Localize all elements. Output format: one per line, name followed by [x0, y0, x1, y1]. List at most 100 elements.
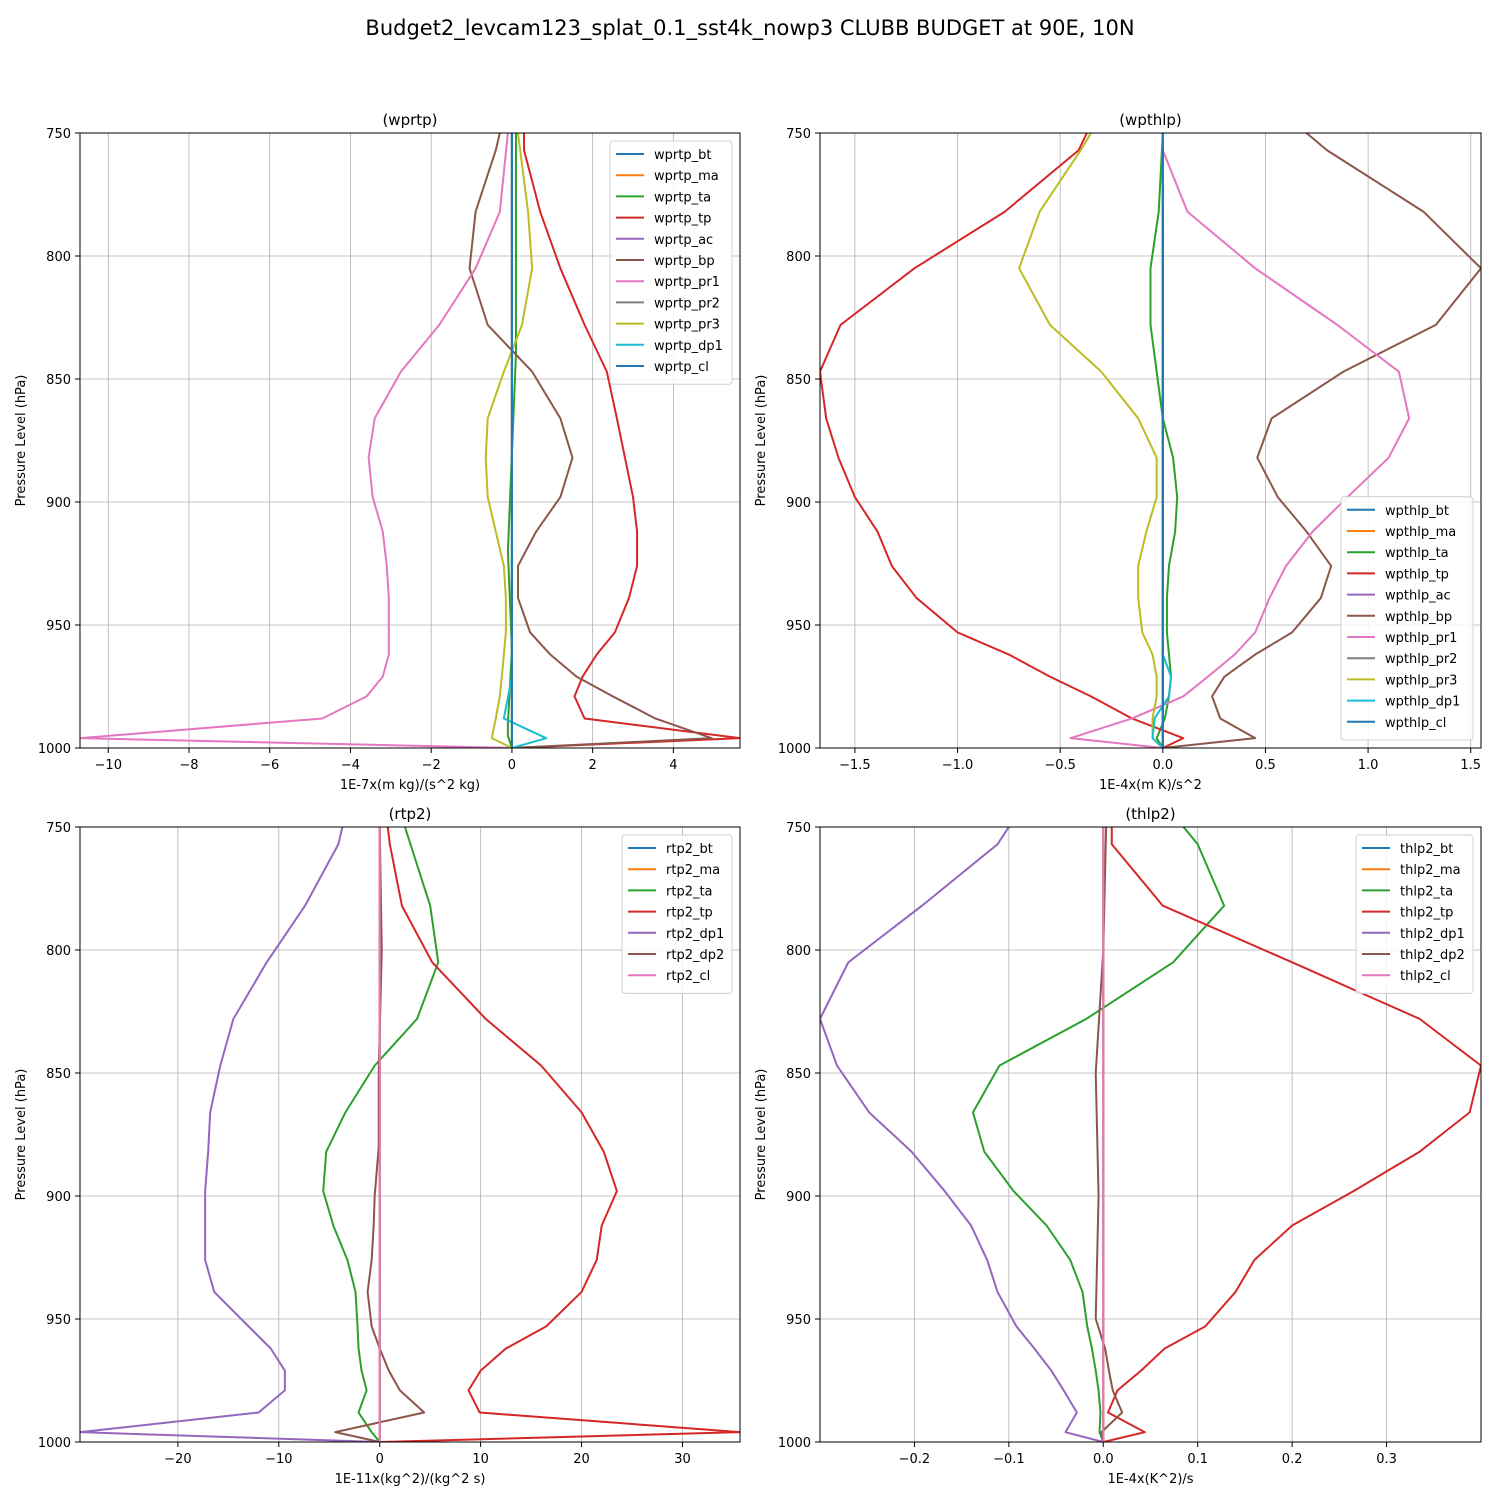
y-tick-label: 750: [786, 127, 811, 142]
x-tick-label: 0.1: [1187, 1452, 1208, 1467]
panel-title: (thlp2): [1125, 805, 1175, 823]
y-tick-label: 1000: [778, 1436, 811, 1451]
x-tick-label: −10: [95, 758, 122, 773]
legend: thlp2_bt thlp2_ma thlp2_ta thlp2_tp thlp2_dp…: [1355, 834, 1474, 994]
x-tick-label: 0: [508, 758, 516, 773]
y-tick-label: 950: [786, 619, 811, 634]
series-line-wprtp_dp1: [502, 133, 548, 748]
legend-entry: wpthlp_pr1: [1385, 631, 1457, 646]
x-tick-label: −1.0: [942, 758, 974, 773]
series-group: [80, 133, 740, 748]
y-axis-label: Pressure Level (hPa): [754, 1069, 769, 1201]
legend: wpthlp_bt wpthlp_ma wpthlp_ta wpthlp_tpwpth…: [1340, 496, 1474, 741]
x-tick-label: −0.1: [993, 1452, 1025, 1467]
legend-entry: thlp2_dp2: [1400, 948, 1465, 963]
x-tick-label: 0: [376, 1452, 384, 1467]
legend-entry: wprtp_pr2: [654, 296, 720, 311]
y-tick-label: 850: [786, 1067, 811, 1082]
legend-entry: wpthlp_bp: [1385, 610, 1452, 625]
series-group: [820, 133, 1481, 748]
y-tick-label: 900: [46, 496, 71, 511]
x-tick-label: 0.0: [1152, 758, 1173, 773]
y-tick-label: 750: [46, 127, 71, 142]
series-line-thlp2_dp2: [1094, 827, 1124, 1442]
series-line-thlp2_dp1: [820, 827, 1104, 1442]
x-axis-label: 1E-11x(kg^2)/(kg^2 s): [335, 1472, 486, 1487]
x-tick-label: 0.3: [1376, 1452, 1397, 1467]
x-tick-label: 20: [573, 1452, 590, 1467]
series-line-wprtp_pr3: [484, 133, 534, 748]
series-line-wprtp_pr1: [80, 133, 512, 748]
legend-entry: rtp2_cl: [666, 969, 710, 984]
x-tick-label: −0.2: [899, 1452, 931, 1467]
y-tick-label: 900: [786, 496, 811, 511]
legend-entry: wprtp_cl: [654, 360, 709, 375]
legend: wprtp_bt wprtp_ma wprtp_ta wprtp_tp wprtp_ac…: [609, 140, 733, 385]
legend-entry: wpthlp_ma: [1385, 525, 1456, 540]
x-tick-label: 0.2: [1282, 1452, 1303, 1467]
y-tick-label: 850: [46, 373, 71, 388]
series-line-wprtp_tp: [511, 133, 740, 748]
x-tick-label: 30: [674, 1452, 691, 1467]
panel-2: −20 −10 0 10 20 30 750 800 850 900 950 1000 (rtp2) 1E…: [14, 805, 741, 1487]
y-tick-label: 800: [46, 250, 71, 265]
legend-entry: wprtp_bt: [654, 148, 711, 163]
series-group: [820, 827, 1481, 1442]
y-tick-label: 1000: [38, 742, 71, 757]
legend-entry: wpthlp_cl: [1385, 716, 1446, 731]
x-tick-label: 10: [472, 1452, 489, 1467]
y-tick-label: 850: [46, 1067, 71, 1082]
y-tick-label: 800: [46, 944, 71, 959]
series-line-wprtp_bp: [468, 133, 713, 748]
panel-title: (rtp2): [389, 805, 432, 823]
x-axis-label: 1E-7x(m kg)/(s^2 kg): [340, 778, 480, 793]
legend-entry: thlp2_ta: [1400, 884, 1453, 899]
series-line-wpthlp_pr3: [1018, 133, 1164, 748]
legend-entry: rtp2_ta: [666, 884, 713, 899]
legend-entry: wpthlp_bt: [1385, 504, 1449, 519]
x-tick-label: −20: [164, 1452, 191, 1467]
axes-frame: [819, 826, 1482, 1443]
figure-suptitle: Budget2_levcam123_splat_0.1_sst4k_nowp3 …: [365, 16, 1135, 40]
series-line-rtp2_ta: [322, 827, 440, 1442]
x-tick-label: 1.0: [1358, 758, 1379, 773]
series-line-rtp2_tp: [379, 827, 740, 1442]
legend-entry: wpthlp_ac: [1385, 589, 1451, 604]
series-line-rtp2_dp1: [80, 827, 380, 1442]
legend-entry: thlp2_dp1: [1400, 927, 1465, 942]
panel-0: −10 −8 −6 −4 −2 0 2 4 750 800 850 900 950 1000 (wprtp)…: [14, 111, 741, 793]
x-tick-label: 0.5: [1255, 758, 1276, 773]
y-tick-label: 850: [786, 373, 811, 388]
x-axis-label: 1E-4x(K^2)/s: [1107, 1472, 1193, 1487]
panel-title: (wpthlp): [1119, 111, 1182, 129]
legend-entry: thlp2_tp: [1400, 906, 1453, 921]
series-line-thlp2_ta: [971, 827, 1226, 1442]
legend-entry: wprtp_pr1: [654, 275, 720, 290]
legend-entry: thlp2_bt: [1400, 842, 1453, 857]
series-line-wpthlp_pr1: [1069, 133, 1411, 748]
legend-entry: wpthlp_ta: [1385, 546, 1449, 561]
series-line-wpthlp_ta: [1149, 133, 1179, 748]
y-axis-label: Pressure Level (hPa): [754, 375, 769, 507]
panel-3: −0.2 −0.1 0.0 0.1 0.2 0.3 750 800 850 900 950 1000 (…: [754, 805, 1482, 1487]
x-tick-label: −8: [179, 758, 198, 773]
y-tick-label: 1000: [778, 742, 811, 757]
legend-entry: wprtp_ac: [654, 233, 713, 248]
y-tick-label: 900: [786, 1190, 811, 1205]
legend-entry: wprtp_ma: [654, 169, 719, 184]
axes-frame: [79, 132, 741, 749]
legend-entry: wprtp_ta: [654, 190, 711, 205]
axes-frame: [819, 132, 1482, 749]
y-tick-label: 900: [46, 1190, 71, 1205]
x-tick-label: 4: [669, 758, 677, 773]
series-line-wpthlp_bp: [1162, 133, 1481, 748]
legend-entry: rtp2_dp1: [666, 927, 724, 942]
y-axis-label: Pressure Level (hPa): [14, 1069, 29, 1201]
legend-entry: rtp2_tp: [666, 906, 713, 921]
x-tick-label: −10: [265, 1452, 292, 1467]
x-tick-label: −1.5: [839, 758, 871, 773]
y-tick-label: 1000: [38, 1436, 71, 1451]
y-tick-label: 950: [46, 1313, 71, 1328]
y-tick-label: 800: [786, 944, 811, 959]
